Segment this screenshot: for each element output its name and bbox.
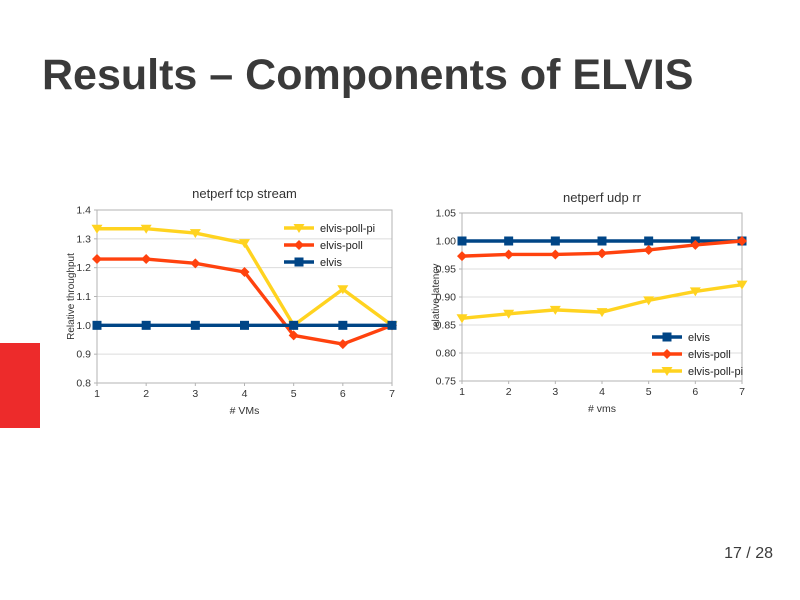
x-axis-label: # VMs	[230, 405, 260, 417]
chart-title: netperf tcp stream	[192, 186, 297, 201]
y-tick-label: 1.0	[76, 320, 91, 332]
y-tick-label: 1.3	[76, 233, 91, 245]
legend-item-elvis: elvis	[284, 257, 343, 269]
y-tick-label: 0.8	[76, 378, 91, 390]
chart-canvas: 0.8 0.9 1.0 1.1 1.2 1.3 1.4 1 2 3 4 5 6 7 netperf tcp …	[66, 186, 398, 417]
legend-item-elvis: elvis	[652, 332, 711, 344]
slide-title: Results – Components of ELVIS	[42, 51, 694, 99]
legend-item-elvis-poll-pi: elvis-poll-pi	[652, 366, 743, 378]
accent-bar	[0, 343, 40, 428]
legend-item-elvis-poll: elvis-poll	[284, 240, 363, 252]
x-tick-label: 5	[291, 388, 297, 400]
y-tick-label: 1.1	[76, 291, 91, 303]
series-elvis-poll	[457, 236, 747, 262]
x-tick-label: 4	[242, 388, 248, 400]
page-number: 17 / 28	[724, 545, 773, 562]
x-tick-label: 3	[192, 388, 198, 400]
chart-title: netperf udp rr	[563, 190, 642, 205]
legend-label: elvis-poll	[320, 240, 363, 252]
series-elvis-poll-pi	[456, 280, 748, 324]
y-axis-label: Relative throughput	[66, 253, 77, 340]
y-tick-label: 1.4	[76, 205, 91, 217]
legend: elvis elvis-poll elvis-poll-pi	[652, 332, 743, 378]
chart-netperf-udp-rr: 0.75 0.80 0.85 0.90 0.95 1.00 1.05 1 2 3 4 5 6 7 netpe…	[430, 185, 765, 420]
y-tick-label: 0.95	[436, 264, 457, 276]
gridlines	[97, 209, 392, 384]
x-tick-label: 6	[692, 386, 698, 398]
legend-item-elvis-poll: elvis-poll	[652, 349, 731, 361]
y-tick-label: 0.9	[76, 349, 91, 361]
x-tick-label: 5	[646, 386, 652, 398]
x-axis-label: # vms	[588, 403, 616, 415]
legend-label: elvis-poll-pi	[688, 366, 743, 378]
x-tick-label: 3	[552, 386, 558, 398]
axes	[94, 209, 393, 386]
x-tick-label: 7	[389, 388, 395, 400]
legend-label: elvis	[320, 257, 343, 269]
y-tick-label: 0.75	[436, 376, 457, 388]
x-tick-label: 6	[340, 388, 346, 400]
chart-canvas: 0.75 0.80 0.85 0.90 0.95 1.00 1.05 1 2 3 4 5 6 7 netpe…	[431, 190, 748, 415]
y-tick-label: 0.90	[436, 292, 457, 304]
legend-label: elvis	[688, 332, 711, 344]
y-tick-label: 0.85	[436, 320, 457, 332]
x-tick-label: 1	[94, 388, 100, 400]
series-elvis	[92, 320, 397, 330]
x-tick-label: 2	[143, 388, 149, 400]
chart-netperf-tcp-stream: 0.8 0.9 1.0 1.1 1.2 1.3 1.4 1 2 3 4 5 6 7 netperf tcp …	[65, 185, 400, 420]
y-tick-label: 0.80	[436, 348, 457, 360]
legend-label: elvis-poll	[688, 349, 731, 361]
y-tick-label: 1.2	[76, 262, 91, 274]
legend: elvis-poll-pi elvis-poll elvis	[284, 223, 375, 269]
y-axis-label: relative latency	[431, 264, 442, 331]
legend-item-elvis-poll-pi: elvis-poll-pi	[284, 223, 375, 235]
x-tick-label: 4	[599, 386, 605, 398]
y-tick-label: 1.05	[436, 208, 457, 220]
y-tick-label: 1.00	[436, 236, 457, 248]
x-tick-label: 1	[459, 386, 465, 398]
legend-label: elvis-poll-pi	[320, 223, 375, 235]
x-tick-label: 2	[506, 386, 512, 398]
series-elvis-poll	[92, 254, 397, 350]
x-tick-label: 7	[739, 386, 745, 398]
